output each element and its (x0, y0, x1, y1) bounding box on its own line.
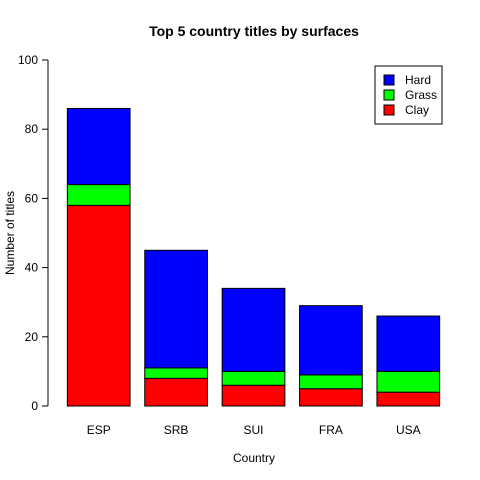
y-tick-label: 0 (31, 399, 38, 413)
bar-srb-grass (144, 367, 208, 379)
bar-sui-hard (221, 287, 286, 372)
y-axis-label: Number of titles (3, 191, 17, 275)
bars (66, 107, 441, 407)
bar-usa-grass (376, 370, 441, 393)
legend-label-hard: Hard (405, 73, 431, 87)
x-tick-label: ESP (87, 423, 111, 437)
x-axis-label: Country (233, 451, 275, 465)
bar-esp-hard (66, 107, 131, 186)
bar-fra-hard (299, 305, 363, 376)
bar-fra-clay (299, 388, 363, 407)
x-tick-label: USA (396, 423, 421, 437)
legend-swatch-clay (383, 104, 395, 116)
legend-label-grass: Grass (405, 88, 437, 102)
y-tick-label: 60 (25, 191, 39, 205)
y-tick-label: 20 (25, 330, 39, 344)
legend-swatch-hard (383, 74, 395, 86)
x-axis-ticks: ESP SRB SUI FRA USA (87, 423, 421, 437)
y-tick-label: 100 (18, 53, 38, 67)
bar-usa-hard (376, 315, 441, 372)
legend-swatch-grass (383, 89, 395, 101)
bar-sui-clay (221, 384, 286, 407)
legend-label-clay: Clay (405, 103, 429, 117)
chart-title: Top 5 country titles by surfaces (149, 23, 359, 39)
bar-usa-clay (376, 391, 441, 407)
y-axis: 0 20 40 60 80 100 (18, 53, 49, 413)
bar-sui-grass (221, 370, 286, 386)
x-tick-label: SRB (164, 423, 189, 437)
x-tick-label: SUI (243, 423, 263, 437)
bar-esp-clay (66, 204, 131, 407)
x-tick-label: FRA (319, 423, 343, 437)
y-tick-label: 80 (25, 122, 39, 136)
bar-srb-clay (144, 377, 208, 407)
bar-fra-grass (299, 374, 363, 390)
bar-esp-grass (66, 184, 131, 206)
y-tick-label: 40 (25, 261, 39, 275)
bar-srb-hard (144, 249, 208, 369)
